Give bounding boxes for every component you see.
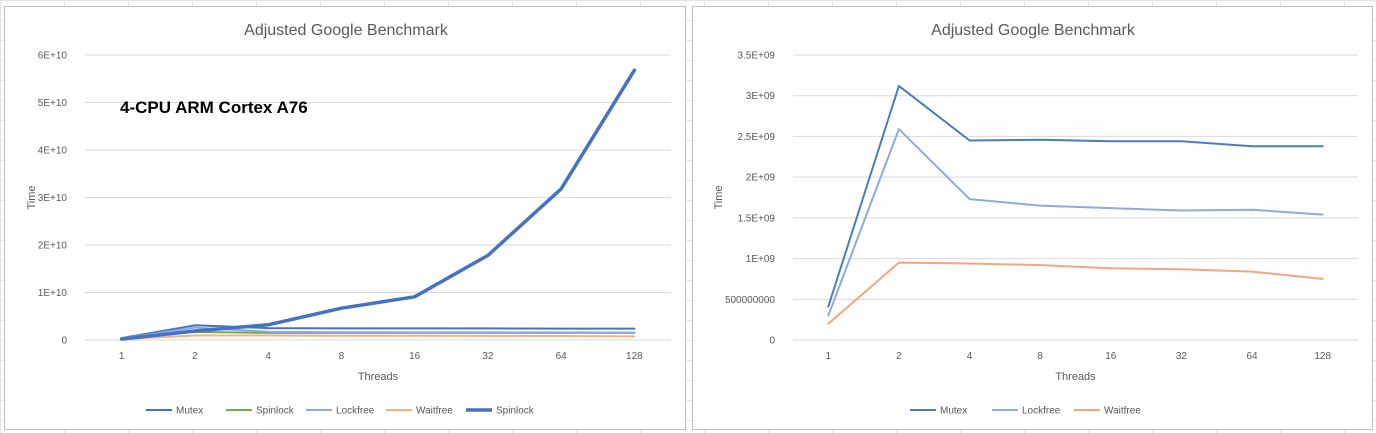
y-tick-label: 1.5E+09 xyxy=(737,213,775,224)
x-tick-label: 2 xyxy=(192,351,198,362)
x-tick-label: 32 xyxy=(1176,351,1188,362)
y-tick-label: 500000000 xyxy=(725,295,775,306)
chart-legend: Mutex Lockfree Waitfree xyxy=(910,406,1141,417)
x-tick-label: 4 xyxy=(967,351,973,362)
x-tick-label: 16 xyxy=(1105,351,1117,362)
chart-right-panel: Adjusted Google Benchmark 0 500000000 1E+09… xyxy=(692,6,1373,430)
series-line-waitfree xyxy=(120,334,636,341)
chart-annotation: 4-CPU ARM Cortex A76 xyxy=(120,98,308,117)
series-line-waitfree xyxy=(827,261,1324,325)
x-tick-label: 1 xyxy=(826,351,832,362)
x-tick-label: 64 xyxy=(556,351,568,362)
y-tick-label: 6E+10 xyxy=(38,51,68,62)
y-tick-label: 2E+09 xyxy=(746,173,776,184)
legend-label: Lockfree xyxy=(336,406,375,417)
chart-title: Adjusted Google Benchmark xyxy=(931,22,1136,39)
x-axis-title: Threads xyxy=(1055,371,1096,383)
y-tick-label: 4E+10 xyxy=(38,146,68,157)
legend-item: Lockfree xyxy=(992,406,1061,417)
y-tick-label: 3E+10 xyxy=(38,193,68,204)
chart-left-panel: Adjusted Google Benchmark 0 1E+10 2E+10 3E+1… xyxy=(4,6,686,430)
y-axis-title: Time xyxy=(713,185,725,209)
chart-title: Adjusted Google Benchmark xyxy=(244,22,449,39)
x-tick-label: 8 xyxy=(1037,351,1043,362)
x-tick-label: 4 xyxy=(265,351,271,362)
legend-item: Mutex xyxy=(910,406,967,417)
legend-label: Mutex xyxy=(176,406,203,417)
x-axis-title: Threads xyxy=(358,371,399,383)
y-tick-label: 3E+09 xyxy=(746,91,776,102)
series-line-spinlock xyxy=(119,68,637,341)
x-tick-label: 128 xyxy=(1314,351,1331,362)
legend-item: Spinlock xyxy=(466,406,535,417)
y-tick-label: 5E+10 xyxy=(38,98,68,109)
y-tick-label: 3.5E+09 xyxy=(737,51,775,62)
x-tick-label: 32 xyxy=(482,351,494,362)
series-line-mutex xyxy=(120,324,636,340)
x-tick-label: 2 xyxy=(896,351,902,362)
y-tick-label: 0 xyxy=(769,336,775,347)
chart-right-svg: Adjusted Google Benchmark 0 500000000 1E+09… xyxy=(713,22,1358,417)
series-line-mutex xyxy=(827,84,1324,308)
series-line-lockfree xyxy=(827,128,1324,317)
x-tick-label: 16 xyxy=(409,351,421,362)
x-tick-label: 8 xyxy=(339,351,345,362)
legend-label: Mutex xyxy=(940,406,967,417)
y-axis-title: Time xyxy=(26,185,38,209)
legend-item: Mutex xyxy=(146,406,203,417)
legend-label: Waitfree xyxy=(416,406,453,417)
legend-label: Spinlock xyxy=(256,406,295,417)
y-tick-label: 2.5E+09 xyxy=(737,132,775,143)
legend-label: Waitfree xyxy=(1104,406,1141,417)
legend-item: Spinlock xyxy=(226,406,295,417)
legend-label: Lockfree xyxy=(1022,406,1061,417)
y-tick-label: 1E+09 xyxy=(746,254,776,265)
chart-left-svg: Adjusted Google Benchmark 0 1E+10 2E+10 3E+1… xyxy=(26,22,671,417)
legend-item: Waitfree xyxy=(386,406,453,417)
legend-item: Waitfree xyxy=(1074,406,1141,417)
y-tick-label: 0 xyxy=(61,336,67,347)
x-tick-label: 1 xyxy=(119,351,125,362)
y-tick-label: 1E+10 xyxy=(38,288,68,299)
x-tick-label: 64 xyxy=(1247,351,1259,362)
legend-label: Spinlock xyxy=(496,406,535,417)
legend-item: Lockfree xyxy=(306,406,375,417)
chart-legend: Mutex Spinlock Lockfree Waitfree Spinlock xyxy=(146,406,535,417)
x-tick-label: 128 xyxy=(626,351,643,362)
y-tick-label: 2E+10 xyxy=(38,241,68,252)
